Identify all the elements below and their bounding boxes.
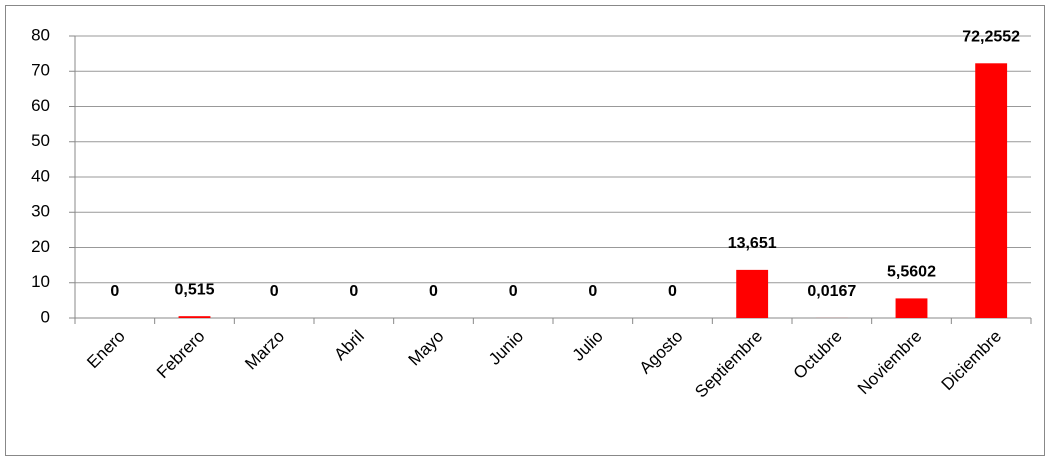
bar [178,316,211,318]
y-tick-label: 0 [41,307,50,326]
bar [736,269,769,318]
value-label: 0,515 [174,281,214,298]
value-label: 72,2552 [962,29,1020,46]
y-tick-label: 60 [31,96,50,115]
value-label: 0 [349,283,358,300]
value-label: 0 [429,283,438,300]
y-tick-label: 10 [31,272,50,291]
value-label: 13,651 [728,235,777,252]
value-label: 0,0167 [807,283,856,300]
value-label: 0 [270,283,279,300]
y-tick-label: 40 [31,166,50,185]
y-tick-label: 50 [31,131,50,150]
y-tick-label: 70 [31,61,50,80]
y-tick-label: 30 [31,202,50,221]
y-tick-label: 20 [31,237,50,256]
bar [975,63,1008,319]
value-label: 0 [588,283,597,300]
chart-border [5,5,1045,456]
value-label: 0 [509,283,518,300]
value-label: 0 [668,283,677,300]
bar [895,298,928,318]
value-label: 0 [110,283,119,300]
y-tick-label: 80 [31,25,50,44]
value-label: 5,5602 [887,264,936,281]
